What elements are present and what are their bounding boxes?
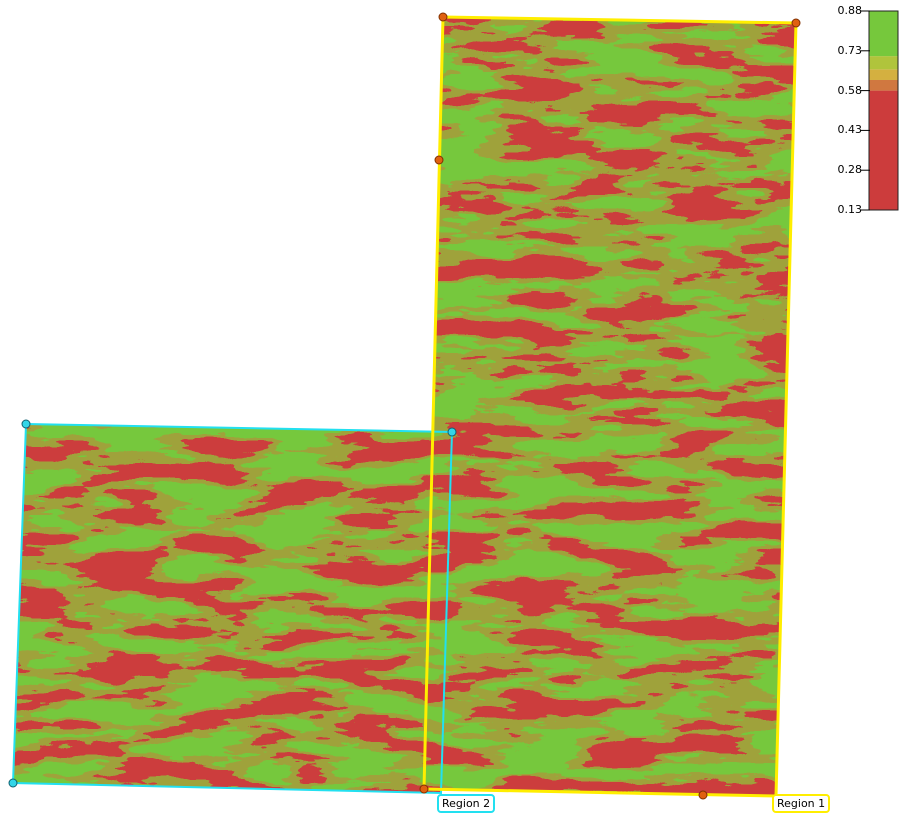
vertex-handle[interactable] bbox=[438, 12, 448, 22]
legend-class bbox=[869, 11, 898, 57]
vertex-handle[interactable] bbox=[8, 778, 18, 788]
region-1-label[interactable]: Region 1 bbox=[772, 794, 831, 813]
vertex-handle[interactable] bbox=[698, 790, 708, 800]
vertex-handle[interactable] bbox=[419, 784, 429, 794]
region-1-raster bbox=[424, 17, 796, 796]
legend-border bbox=[868, 10, 899, 211]
legend-class bbox=[869, 69, 898, 80]
vertex-handle[interactable] bbox=[447, 427, 457, 437]
vertex-handle[interactable] bbox=[791, 18, 801, 28]
legend-bar bbox=[861, 10, 899, 211]
region-2-label[interactable]: Region 2 bbox=[437, 794, 496, 813]
region-2-vertices[interactable] bbox=[8, 419, 457, 788]
vertex-handle[interactable] bbox=[21, 419, 31, 429]
legend-tick-label: 0.58 bbox=[837, 83, 863, 97]
legend-tick-label: 0.88 bbox=[837, 4, 863, 17]
legend-tick-label: 0.43 bbox=[837, 123, 863, 137]
legend-tick-label: 0.28 bbox=[837, 163, 863, 177]
region-2-raster bbox=[13, 424, 452, 793]
legend-class bbox=[869, 79, 898, 91]
region-2-boundary[interactable] bbox=[11, 422, 454, 795]
vertex-handle[interactable] bbox=[434, 155, 444, 165]
color-legend: 0.88 0.73 0.58 0.43 0.28 0.13 bbox=[830, 0, 907, 220]
legend-class bbox=[869, 56, 898, 70]
legend-tick-label: 0.13 bbox=[837, 203, 863, 216]
legend-tick-label: 0.73 bbox=[837, 43, 863, 57]
legend-class bbox=[869, 90, 898, 210]
region-1-vertices[interactable] bbox=[419, 12, 801, 800]
